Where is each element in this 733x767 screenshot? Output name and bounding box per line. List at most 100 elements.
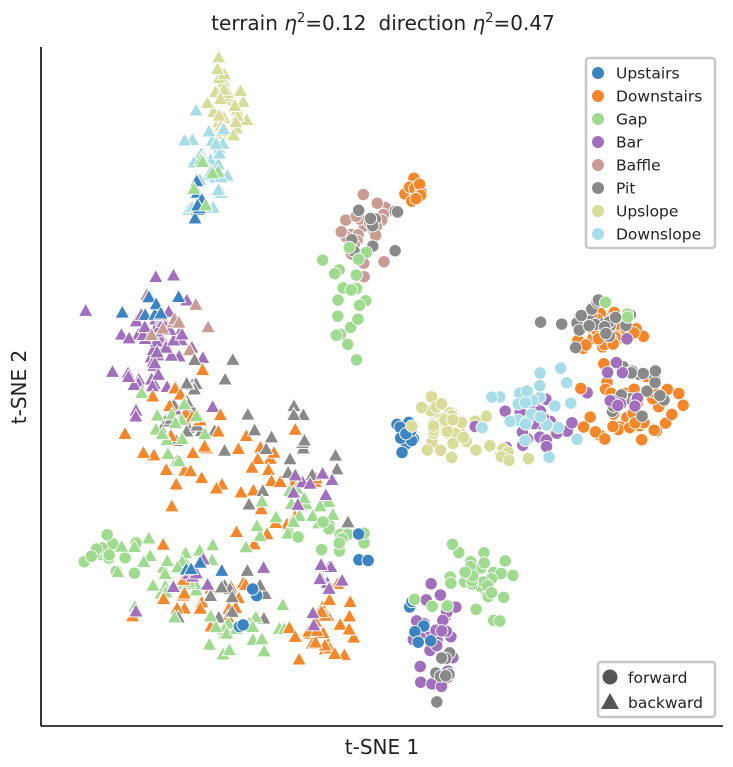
point-upslope-forward: [483, 439, 497, 453]
point-pit-forward: [636, 366, 650, 381]
point-bar-backward: [311, 570, 328, 586]
legend-swatch-downslope: [592, 228, 604, 240]
point-pit-forward: [574, 308, 588, 323]
point-pit-forward: [608, 310, 623, 325]
legend-label-downstairs: Downstairs: [616, 88, 702, 106]
point-upstairs-forward: [361, 553, 375, 568]
legend-swatch-downstairs: [592, 90, 604, 102]
point-pit-backward: [285, 406, 302, 421]
point-downstairs-backward: [321, 591, 338, 607]
point-upstairs-backward: [148, 295, 165, 311]
point-downslope-backward: [215, 120, 232, 136]
point-upstairs-forward: [411, 635, 425, 649]
point-gap-forward: [332, 536, 346, 550]
point-downstairs-backward: [342, 593, 359, 608]
point-gap-forward: [598, 295, 613, 309]
point-downslope-forward: [564, 396, 578, 410]
legend-swatch-upslope: [592, 205, 604, 217]
point-downstairs-forward: [576, 420, 591, 434]
point-pit-forward: [635, 409, 649, 423]
point-gap-forward: [498, 554, 512, 568]
point-gap-backward: [252, 527, 269, 543]
point-pit-forward: [434, 651, 449, 665]
point-downslope-forward: [533, 379, 547, 393]
point-downslope-forward: [520, 384, 534, 398]
point-gap-backward: [201, 636, 218, 651]
point-upslope-forward: [440, 424, 454, 439]
point-downslope-forward: [548, 399, 562, 413]
point-gap-forward: [351, 252, 366, 266]
point-baffle-forward: [356, 187, 370, 202]
point-downstairs-forward: [583, 410, 597, 424]
point-downstairs-backward: [210, 423, 227, 438]
legend-swatch-gap: [592, 113, 604, 125]
point-pit-backward: [263, 428, 280, 444]
point-downstairs-forward: [412, 177, 427, 191]
legend-label-bar: Bar: [616, 134, 643, 152]
point-pit-backward: [296, 432, 313, 447]
point-upstairs-backward: [192, 554, 209, 569]
point-pit-forward: [653, 388, 667, 403]
point-upslope-forward: [445, 450, 459, 465]
point-gap-backward: [126, 538, 143, 553]
point-pit-backward: [295, 406, 312, 422]
point-pit-forward: [648, 375, 662, 390]
point-baffle-forward: [370, 196, 384, 210]
legend-swatch-pit: [592, 182, 604, 194]
point-gap-backward: [221, 641, 238, 657]
point-upslope-forward: [426, 419, 441, 433]
point-gap-backward: [279, 525, 296, 540]
point-downslope-forward: [533, 366, 547, 380]
point-bar-backward: [199, 576, 216, 591]
point-downstairs-backward: [192, 600, 209, 615]
point-pit-forward: [390, 205, 405, 219]
x-axis-label: t-SNE 1: [345, 735, 419, 759]
point-upslope-forward: [415, 400, 429, 415]
point-upslope-backward: [199, 94, 216, 110]
point-gap-backward: [140, 529, 157, 545]
point-gap-forward: [484, 586, 499, 600]
point-bar-backward: [149, 343, 166, 359]
point-bar-backward: [302, 475, 319, 490]
point-gap-forward: [315, 542, 329, 557]
point-gap-backward: [169, 558, 186, 574]
point-downstairs-forward: [598, 432, 612, 446]
point-gap-forward: [343, 320, 358, 335]
point-upstairs-backward: [114, 304, 131, 319]
point-downstairs-backward: [194, 361, 211, 376]
point-gap-backward: [248, 517, 265, 533]
point-downslope-backward: [176, 132, 193, 147]
point-bar-backward: [126, 376, 143, 391]
point-gap-forward: [344, 283, 358, 297]
point-upslope-forward: [502, 453, 516, 468]
point-downstairs-backward: [117, 425, 133, 440]
point-upstairs-forward: [424, 634, 438, 648]
point-pit-backward: [246, 421, 263, 437]
point-bar-backward: [255, 559, 272, 574]
point-pit-backward: [216, 442, 233, 457]
point-gap-forward: [407, 592, 422, 607]
point-bar-backward: [313, 556, 330, 571]
point-downstairs-backward: [287, 421, 304, 436]
point-bar-backward: [304, 604, 321, 620]
point-pit-backward: [224, 351, 241, 366]
point-baffle-backward: [143, 326, 160, 341]
point-upstairs-backward: [213, 562, 230, 577]
point-pit-forward: [363, 211, 378, 226]
point-pit-forward: [640, 384, 654, 398]
point-downslope-forward: [518, 433, 532, 448]
forward-marker-icon: [602, 669, 618, 685]
point-gap-backward: [133, 384, 150, 399]
point-upslope-forward: [521, 452, 536, 466]
point-downslope-forward: [475, 421, 489, 435]
point-downslope-backward: [200, 123, 217, 138]
point-gap-forward: [497, 590, 511, 605]
point-baffle-backward: [171, 314, 187, 329]
backward-marker-icon: [601, 693, 619, 709]
point-bar-forward: [620, 332, 634, 346]
point-gap-forward: [469, 602, 483, 617]
point-bar-forward: [615, 365, 630, 380]
point-bar-backward: [121, 329, 138, 345]
point-gap-backward: [149, 407, 166, 422]
point-bar-backward: [334, 572, 351, 587]
